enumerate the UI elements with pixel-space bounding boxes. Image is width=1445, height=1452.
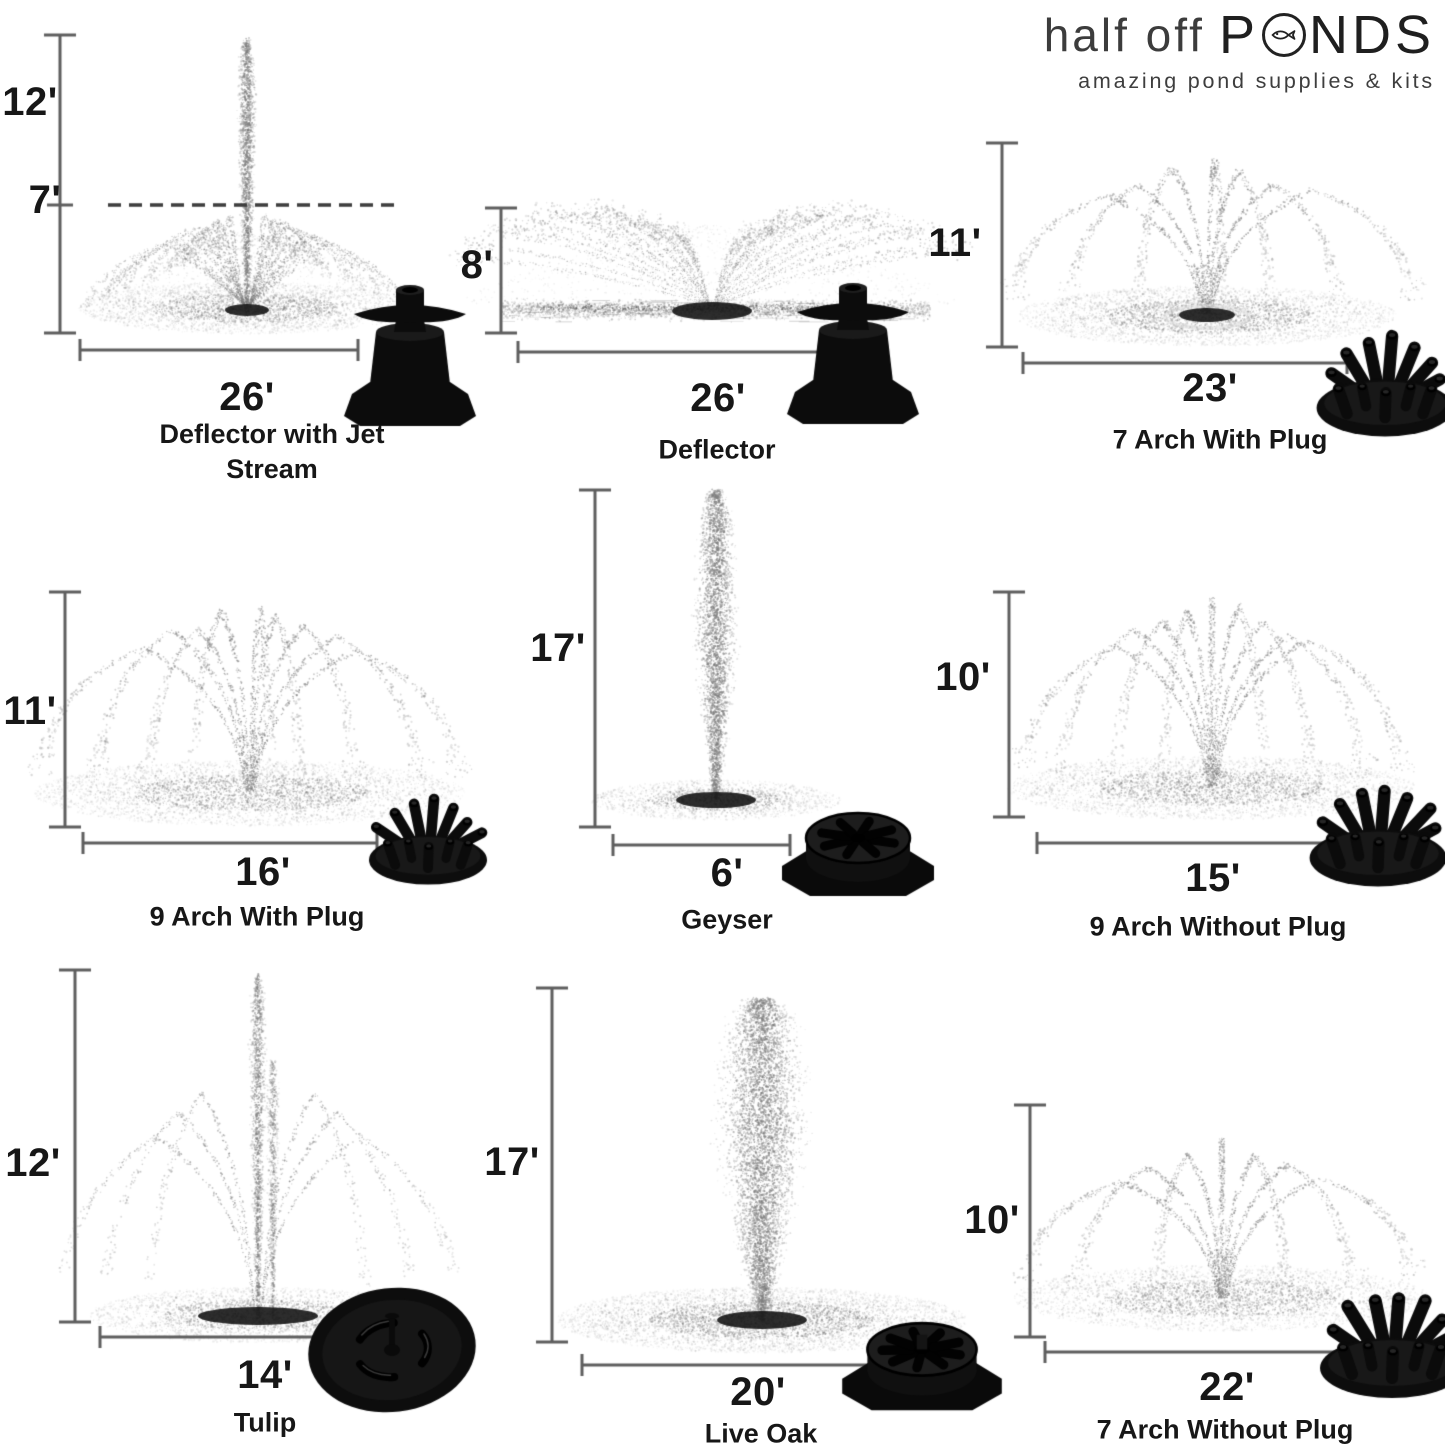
deflector-jet-width-label: 26' xyxy=(219,375,275,419)
arch9-plug-width-label: 16' xyxy=(235,850,291,894)
brand-letter-p: P xyxy=(1218,5,1259,65)
arch9-noplug-height-label: 10' xyxy=(935,655,991,699)
live-oak-width-label: 20' xyxy=(730,1370,786,1414)
arch7-noplug-width-label: 22' xyxy=(1199,1365,1255,1409)
arch7-noplug-name-label: 7 Arch Without Plug xyxy=(1096,1414,1354,1445)
arch9-noplug-width-label: 15' xyxy=(1185,856,1241,900)
brand-logo: half off P NDS amazing pond supplies & ki… xyxy=(1044,4,1435,94)
fish-in-o-icon xyxy=(1261,13,1306,57)
geyser-width-label: 6' xyxy=(710,851,744,895)
brand-name: half off P NDS xyxy=(1044,4,1435,66)
live-oak-height-label: 17' xyxy=(484,1140,540,1184)
geyser-name-label: Geyser xyxy=(681,904,773,935)
brand-name-bold: P NDS xyxy=(1219,4,1435,66)
brand-name-light: half off xyxy=(1043,9,1205,61)
tulip-height-label: 12' xyxy=(5,1141,61,1185)
brand-letters-nds: NDS xyxy=(1308,5,1435,65)
deflector-jet-name-label: Deflector with Jet Stream xyxy=(159,418,385,484)
arch7-plug-width-label: 23' xyxy=(1182,366,1238,410)
arch9-noplug-name-label: 9 Arch Without Plug xyxy=(1089,911,1347,942)
deflector-name-label: Deflector xyxy=(658,434,776,465)
brand-tagline: amazing pond supplies & kits xyxy=(1078,69,1435,93)
tulip-width-label: 14' xyxy=(237,1353,293,1397)
deflector-jet-secondary-height-label: 7' xyxy=(28,178,62,222)
arch9-plug-name-label: 9 Arch With Plug xyxy=(149,901,365,932)
arch7-noplug-height-label: 10' xyxy=(964,1198,1020,1242)
deflector-width-label: 26' xyxy=(690,376,746,420)
geyser-height-label: 17' xyxy=(530,626,586,670)
arch7-plug-height-label: 11' xyxy=(928,221,982,265)
arch9-plug-height-label: 11' xyxy=(3,689,57,733)
arch7-plug-name-label: 7 Arch With Plug xyxy=(1112,424,1328,455)
deflector-jet-height-label: 12' xyxy=(2,80,58,124)
live-oak-name-label: Live Oak xyxy=(704,1418,818,1449)
deflector-height-label: 8' xyxy=(460,243,494,287)
tulip-name-label: Tulip xyxy=(233,1407,297,1438)
